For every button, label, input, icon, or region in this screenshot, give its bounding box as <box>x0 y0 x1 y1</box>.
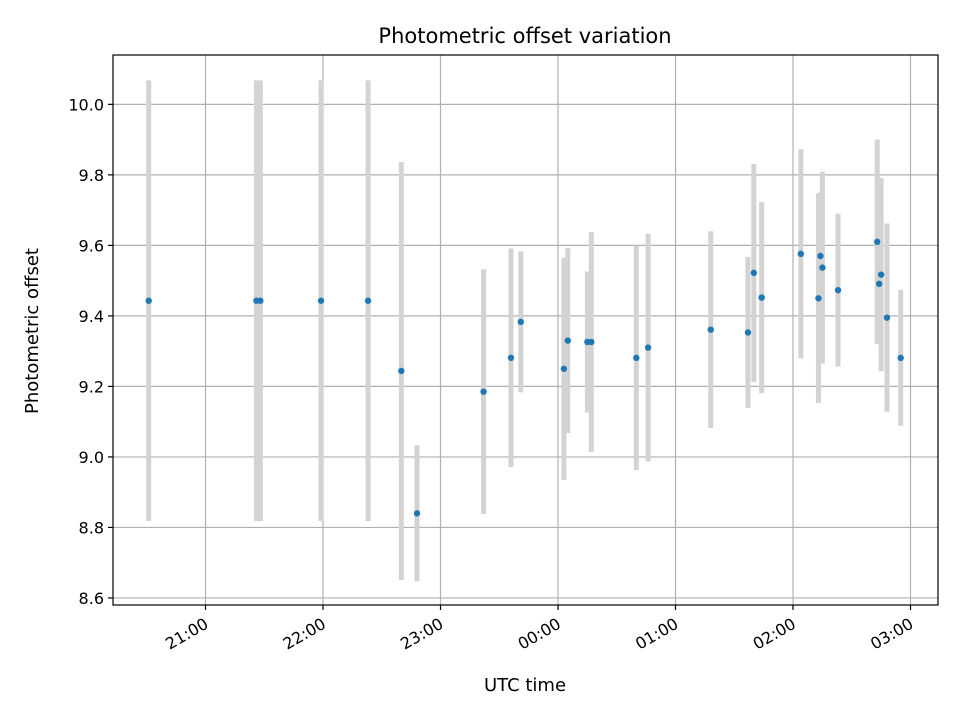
data-point <box>413 510 421 517</box>
data-point <box>875 280 883 288</box>
data-point <box>750 269 758 277</box>
data-point <box>507 354 515 362</box>
data-point <box>480 388 487 395</box>
y-tick-label: 9.6 <box>79 236 104 255</box>
x-axis-label: UTC time <box>484 675 566 696</box>
data-point <box>758 294 765 301</box>
y-tick-label: 8.6 <box>79 589 104 608</box>
data-point <box>707 326 714 333</box>
data-points <box>145 238 904 517</box>
data-point <box>897 354 904 362</box>
data-point <box>560 365 568 372</box>
data-point <box>817 252 824 260</box>
data-point <box>883 314 891 321</box>
data-point <box>819 264 826 271</box>
data-point <box>877 271 885 278</box>
y-tick-label: 9.2 <box>79 377 104 396</box>
data-point <box>633 354 640 362</box>
y-tick-label: 10.0 <box>68 95 104 114</box>
data-point <box>874 238 881 246</box>
data-point <box>317 297 325 304</box>
y-tick-label: 9.4 <box>79 307 104 326</box>
plot-frame <box>112 54 939 606</box>
grid <box>113 55 938 605</box>
data-point <box>145 297 152 304</box>
y-tick-label: 8.8 <box>79 518 104 537</box>
data-point <box>797 250 805 258</box>
data-point <box>398 367 405 375</box>
y-axis-label: Photometric offset <box>22 248 43 414</box>
data-point <box>517 318 524 326</box>
chart-title: Photometric offset variation <box>378 24 671 48</box>
data-point <box>588 338 595 346</box>
data-point <box>834 286 842 294</box>
data-point <box>644 344 652 351</box>
data-point <box>257 297 264 304</box>
data-point <box>364 297 372 304</box>
y-tick-label: 9.8 <box>79 166 104 185</box>
y-tick-label: 9.0 <box>79 448 104 467</box>
data-point <box>815 295 822 302</box>
data-point <box>564 337 571 344</box>
data-point <box>744 329 752 336</box>
y-axis: 8.6 8.8 9.0 9.2 9.4 9.6 9.8 10.0 <box>68 95 113 608</box>
